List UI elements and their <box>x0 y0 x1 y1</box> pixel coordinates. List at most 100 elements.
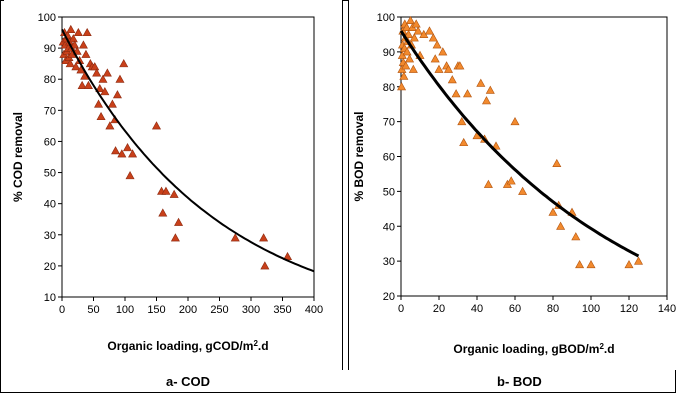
cod-data-point <box>98 74 108 83</box>
bod-ytick-label: 100 <box>377 12 395 24</box>
bod-data-point <box>552 158 562 167</box>
bod-data-point <box>402 47 412 56</box>
cod-ylabel: % COD removal <box>11 112 25 202</box>
cod-data-point <box>169 189 179 198</box>
cod-data-point <box>82 27 92 37</box>
bod-data-point <box>451 89 461 98</box>
cod-data-point <box>107 99 117 108</box>
cod-ytick-label: 30 <box>44 230 56 242</box>
bod-data-point <box>518 186 528 195</box>
cod-data-point <box>123 143 133 152</box>
cod-chart: 10 20 30 40 50 60 70 80 90 100 0 50 100 150 200 250 300 3… <box>11 12 323 353</box>
bod-data-point <box>510 117 520 126</box>
bod-ytick-label: 20 <box>383 291 395 303</box>
bod-data-point <box>556 221 566 230</box>
bod-xtick-label: 140 <box>658 303 676 315</box>
bod-ytick-label: 70 <box>383 117 395 129</box>
bod-data-point <box>413 26 423 35</box>
cod-data-point <box>105 121 115 130</box>
bod-xlabel: Organic loading, gBOD/m2.d <box>453 342 614 357</box>
cod-data-point <box>95 83 105 93</box>
bod-ytick-label: 30 <box>383 256 395 268</box>
bod-data-point <box>586 259 596 269</box>
bod-fit-curve <box>399 30 640 258</box>
bod-ytick-label: 40 <box>383 221 395 233</box>
cod-fit-curve <box>61 28 315 273</box>
cod-data-point <box>125 171 135 180</box>
bod-data-point <box>424 26 435 35</box>
bod-data-point <box>408 64 418 73</box>
cod-ytick-label: 60 <box>44 136 56 148</box>
bod-xtick-label: 20 <box>433 303 445 315</box>
bod-data-point <box>633 256 644 265</box>
cod-xtick-label: 50 <box>87 304 99 316</box>
bod-data-point <box>447 75 457 84</box>
bod-data-point <box>443 64 454 73</box>
bod-data-point <box>624 259 634 269</box>
caption-bod: b- BOD <box>497 374 542 389</box>
bod-data-point <box>409 33 419 42</box>
bod-data-point <box>399 71 409 80</box>
cod-data-point <box>81 49 91 58</box>
cod-data-point <box>100 87 110 96</box>
bod-data-point <box>481 96 492 105</box>
cod-ytick-label: 70 <box>44 105 56 117</box>
cod-xtick-label: 400 <box>305 304 323 316</box>
cod-data-point <box>83 80 93 89</box>
bod-plot-area <box>400 16 668 297</box>
cod-ytick-label: 10 <box>44 292 56 304</box>
bod-data-point <box>462 89 473 98</box>
bod-data-point <box>455 61 465 70</box>
cod-data-point <box>158 208 168 217</box>
bod-data-point <box>457 117 467 126</box>
bod-data-point <box>571 232 581 241</box>
bod-data-point <box>428 33 438 42</box>
bod-data-point <box>402 22 412 31</box>
cod-xtick-label: 0 <box>59 304 65 316</box>
bod-ylabel: % BOD removal <box>352 111 366 201</box>
bod-xtick-label: 80 <box>547 303 559 315</box>
bod-data-point <box>404 29 414 38</box>
cod-data-point <box>128 149 138 158</box>
bod-data-point <box>459 137 469 147</box>
bod-data-point <box>434 64 444 73</box>
cod-data-point <box>73 27 83 37</box>
cod-xtick-label: 250 <box>210 304 228 316</box>
bod-data-point <box>483 179 493 188</box>
cod-data-point <box>102 68 112 77</box>
cod-ytick-label: 100 <box>38 12 56 24</box>
cod-data-point <box>115 74 125 83</box>
bod-xtick-label: 60 <box>509 303 521 315</box>
cod-ytick-label: 80 <box>44 74 56 86</box>
cod-ytick-label: 40 <box>44 199 56 211</box>
bod-data-point <box>430 54 440 63</box>
bod-ytick-label: 90 <box>383 47 395 59</box>
bod-ytick-label: 50 <box>383 186 395 198</box>
cod-ytick-label: 20 <box>44 261 56 273</box>
bod-data-point <box>432 40 442 49</box>
bod-xtick-label: 100 <box>582 303 600 315</box>
cod-xtick-label: 100 <box>116 304 134 316</box>
cod-xtick-label: 300 <box>242 304 260 316</box>
chart-panel-cod: 10 20 30 40 50 60 70 80 90 100 0 50 100 150 200 250 300 3… <box>4 0 343 370</box>
bod-ytick-label: 80 <box>383 82 395 94</box>
cod-ytick-label: 50 <box>44 168 56 180</box>
cod-data-point <box>174 217 184 226</box>
cod-data-point <box>78 40 88 49</box>
cod-data-point <box>119 59 129 68</box>
bod-data-point <box>397 82 407 91</box>
cod-data-point <box>92 68 102 77</box>
cod-data-point <box>68 34 78 43</box>
cod-data-point <box>170 233 180 242</box>
bod-ytick-label: 60 <box>383 152 395 164</box>
cod-data-point <box>77 80 87 89</box>
cod-data-point <box>71 62 81 71</box>
bod-xtick-label: 40 <box>471 303 483 315</box>
cod-data-point <box>65 59 75 68</box>
bod-xtick-label: 0 <box>398 303 404 315</box>
cod-data-point <box>260 261 270 270</box>
chart-panel-bod: 20 30 40 50 60 70 80 90 100 0 20 40 60 80 100 120 140% B… <box>348 0 678 370</box>
cod-data-point <box>117 149 127 158</box>
bod-data-point <box>548 207 558 216</box>
